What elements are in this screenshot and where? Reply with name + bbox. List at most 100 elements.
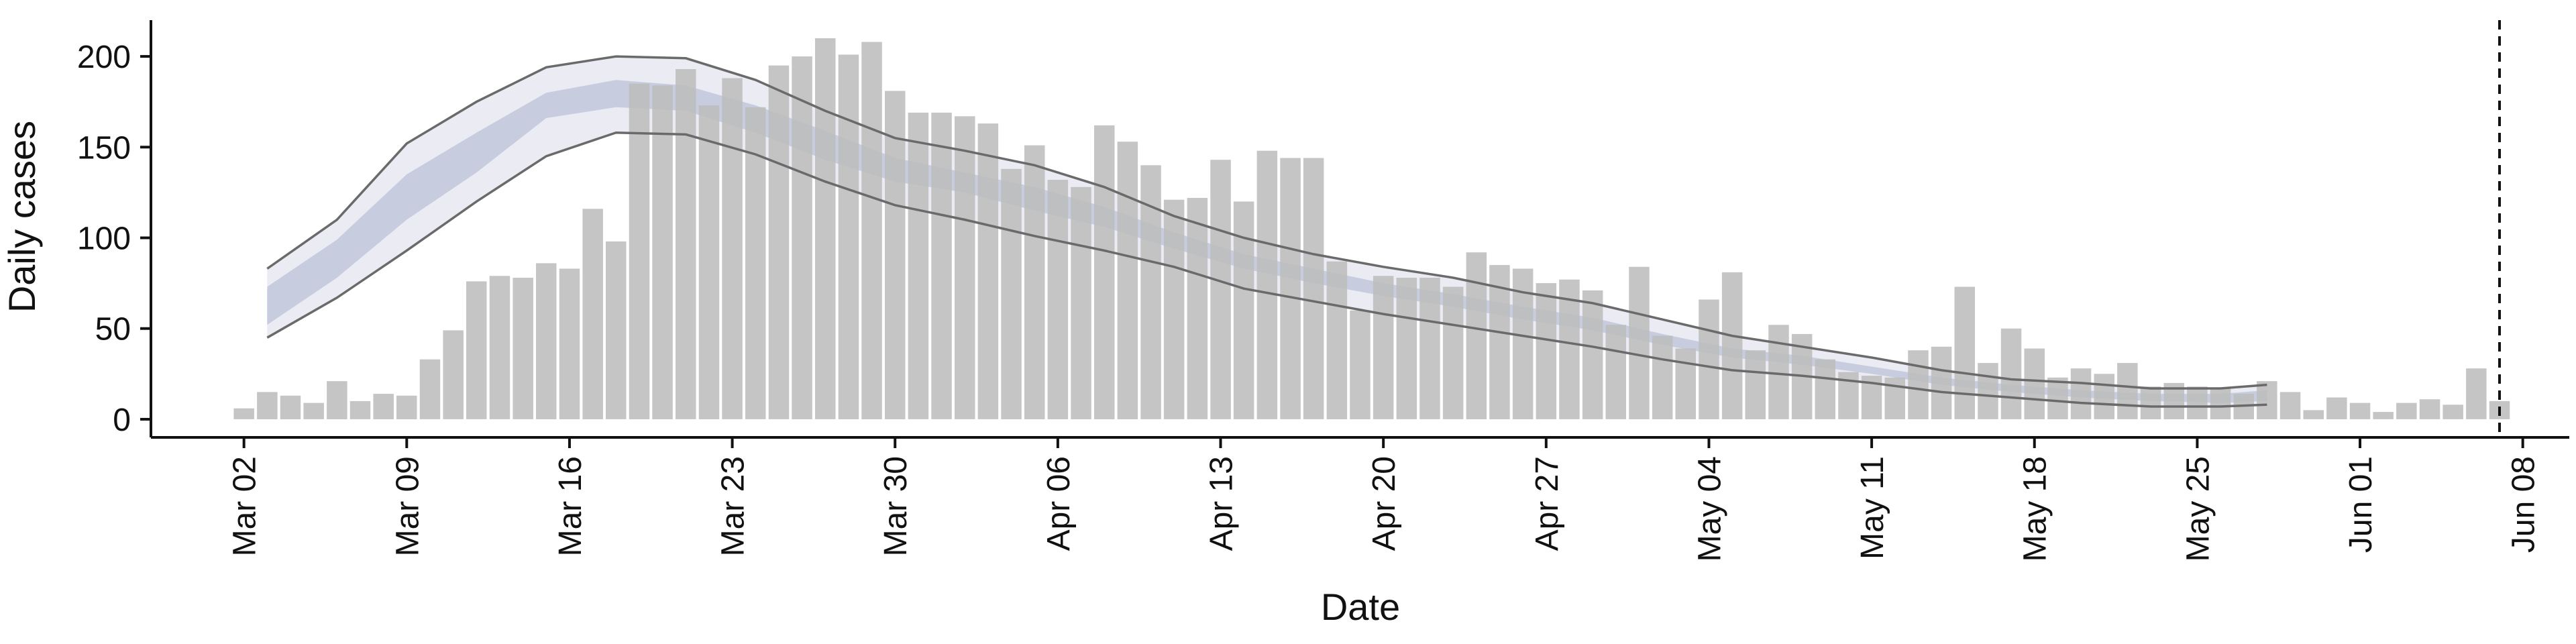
y-tick-label: 50: [95, 312, 131, 347]
bar: [1280, 158, 1301, 419]
bar: [536, 263, 557, 419]
x-tick-label: Mar 16: [553, 456, 588, 556]
x-tick-label: Mar 02: [227, 456, 263, 556]
bar: [1326, 261, 1348, 419]
bar: [722, 78, 743, 419]
bar: [1094, 125, 1115, 419]
bar: [2024, 348, 2045, 419]
bar: [373, 394, 394, 419]
bar: [792, 56, 812, 420]
bar: [1024, 145, 1045, 419]
confidence-bound-lines: [266, 55, 2267, 408]
x-tick-label: Mar 23: [716, 456, 751, 556]
bar: [513, 278, 533, 419]
bar: [1419, 278, 1440, 419]
x-tick-label: Mar 30: [878, 456, 914, 556]
bar: [2303, 410, 2324, 419]
x-tick-label: Jun 01: [2343, 456, 2379, 553]
bar: [955, 116, 975, 419]
x-tick-label: Apr 13: [1204, 456, 1240, 551]
bar: [2419, 399, 2440, 419]
bar: [1373, 276, 1394, 419]
y-axis-ticks: 0 50 100 150 200: [77, 40, 151, 438]
bar: [303, 402, 324, 419]
bar: [350, 400, 371, 419]
bar: [2094, 374, 2114, 419]
bar: [885, 91, 906, 419]
x-axis-title: Date: [1321, 586, 1400, 628]
bar: [2396, 402, 2417, 419]
bar: [606, 241, 627, 419]
confidence-band-outer: [267, 56, 2267, 407]
x-tick-label: Apr 27: [1529, 456, 1565, 551]
bar: [768, 65, 790, 419]
bar: [1721, 272, 1743, 419]
bar: [1699, 299, 1719, 419]
x-tick-label: Jun 08: [2506, 456, 2542, 553]
bar: [1117, 142, 1138, 419]
bar: [1536, 283, 1557, 419]
bar: [257, 392, 278, 419]
bar: [1489, 265, 1510, 419]
daily-case-bars: [233, 38, 2510, 420]
bar: [1978, 363, 1998, 419]
y-tick-label: 0: [113, 402, 131, 438]
upper-bound-line: [266, 55, 2267, 390]
bar: [2187, 386, 2208, 419]
bar: [466, 281, 487, 419]
y-tick-label: 100: [77, 221, 131, 257]
x-tick-label: May 04: [1693, 456, 1728, 561]
bar: [1652, 335, 1673, 419]
bar: [1396, 278, 1417, 419]
bar: [2466, 368, 2487, 419]
bar: [1908, 350, 1929, 419]
bar: [1442, 286, 1464, 419]
bar: [1163, 199, 1185, 419]
bar: [1582, 290, 1603, 419]
bar: [838, 54, 859, 419]
bar: [2117, 363, 2138, 419]
bar: [2000, 328, 2022, 419]
bar: [815, 38, 836, 419]
bar: [931, 112, 952, 419]
band-outer-area: [267, 56, 2267, 407]
y-tick-label: 150: [77, 130, 131, 166]
bar: [489, 276, 511, 419]
bar: [2326, 397, 2347, 419]
bar: [2140, 386, 2161, 419]
bar: [233, 408, 254, 419]
bar: [1256, 150, 1278, 419]
bar: [861, 42, 882, 419]
bar: [2210, 388, 2231, 419]
lower-bound-line: [266, 131, 2267, 408]
bar: [280, 395, 301, 419]
chart-axes: [150, 20, 2569, 439]
bar: [1303, 158, 1324, 419]
bar: [1559, 279, 1580, 419]
bar: [2070, 368, 2092, 419]
x-tick-label: May 18: [2018, 456, 2053, 561]
bar: [1233, 201, 1254, 419]
bar: [2443, 405, 2463, 419]
bar: [443, 330, 464, 419]
bar: [419, 359, 441, 419]
bar: [1931, 346, 1952, 419]
x-axis-ticks: Mar 02 Mar 09 Mar 16 Mar 23 Mar 30 Apr 06 Apr …: [227, 437, 2542, 561]
bar: [1210, 160, 1231, 419]
bar: [2257, 381, 2277, 419]
bar: [2373, 412, 2394, 419]
bar: [1884, 377, 1905, 419]
bar: [745, 107, 766, 419]
bar: [1466, 252, 1487, 419]
bar: [698, 105, 720, 419]
y-tick-label: 200: [77, 40, 131, 75]
x-tick-label: Apr 20: [1366, 456, 1402, 551]
x-tick-label: Mar 09: [390, 456, 425, 556]
bar: [1675, 348, 1696, 419]
bar: [559, 268, 580, 419]
bar: [1815, 359, 1835, 419]
bar: [1954, 286, 1975, 419]
bar: [652, 85, 673, 420]
